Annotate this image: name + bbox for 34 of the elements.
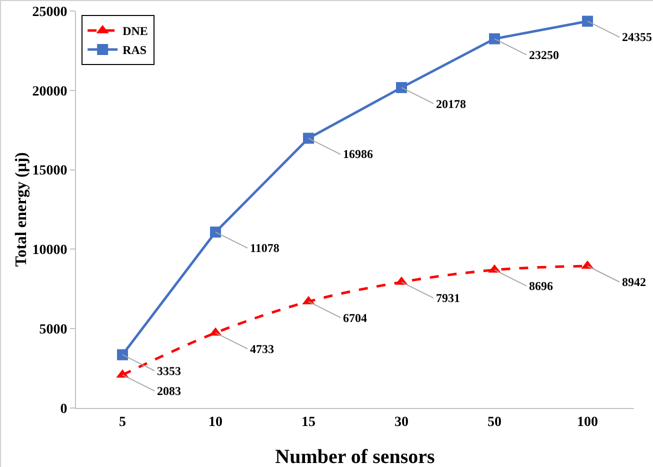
- x-tick-label: 50: [488, 414, 502, 430]
- point: [582, 16, 593, 27]
- x-tick-label: 100: [577, 414, 598, 430]
- data-label: 8942: [622, 275, 646, 289]
- data-label: 7931: [436, 291, 460, 305]
- x-tick-label: 15: [302, 414, 316, 430]
- point: [489, 33, 500, 44]
- data-label: 2083: [157, 384, 181, 398]
- y-axis-title: Total energy (µj): [13, 152, 30, 267]
- data-label: 23250: [529, 48, 559, 62]
- y-tick-label: 5000: [39, 322, 68, 338]
- y-tick-label: 10000: [32, 243, 68, 258]
- legend-label: DNE: [122, 24, 148, 38]
- x-axis-title: Number of sensors: [275, 446, 436, 467]
- point: [396, 82, 407, 94]
- data-label: 20178: [436, 97, 466, 111]
- point: [117, 349, 128, 360]
- x-tick-label: 30: [394, 414, 408, 430]
- data-label: 4733: [250, 342, 274, 356]
- y-tick-label: 20000: [32, 84, 68, 100]
- data-label: 3353: [157, 364, 181, 378]
- point: [303, 132, 314, 144]
- point: [210, 226, 221, 238]
- y-tick-label: 0: [60, 402, 68, 417]
- data-label: 16986: [343, 147, 373, 161]
- y-tick-label: 15000: [32, 164, 68, 179]
- y-tick-label: 25000: [32, 4, 68, 20]
- legend-label: RAS: [122, 43, 147, 58]
- data-label: 24355: [622, 30, 652, 44]
- x-tick-label: 5: [119, 414, 126, 430]
- x-tick-label: 10: [208, 414, 222, 430]
- data-label: 11078: [250, 241, 280, 255]
- data-label: 8696: [529, 279, 553, 293]
- data-label: 6704: [343, 311, 367, 325]
